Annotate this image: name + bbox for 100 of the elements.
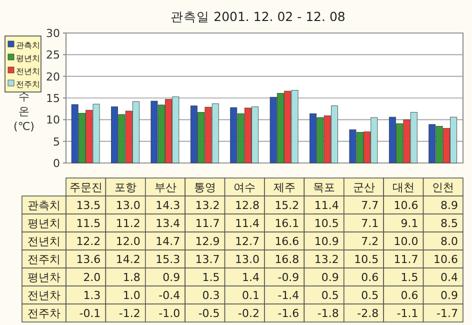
y-tick-label: 전주치 bbox=[28, 253, 60, 266]
data-label: 13.2 bbox=[195, 199, 220, 212]
data-label: 14.7 bbox=[156, 235, 180, 248]
data-label: 11.7 bbox=[394, 253, 418, 266]
data-label: 16.8 bbox=[274, 253, 300, 266]
x-tick-label: 포항 bbox=[114, 181, 137, 194]
data-label: 16.6 bbox=[274, 235, 300, 248]
data-label: 0.6 bbox=[400, 289, 418, 302]
data-label: 1.8 bbox=[122, 271, 140, 284]
data-label: 12.7 bbox=[235, 235, 260, 248]
data-label: 0.5 bbox=[361, 289, 379, 302]
x-tick-label: 군산 bbox=[352, 181, 375, 194]
data-label: -1.6 bbox=[278, 307, 300, 320]
data-label: -0.5 bbox=[198, 307, 220, 320]
data-label: 10.0 bbox=[394, 235, 418, 248]
x-tick-label: 주문진 bbox=[69, 181, 102, 194]
data-label: -2.8 bbox=[357, 307, 379, 320]
x-tick-label: 인천 bbox=[432, 181, 454, 194]
y-tick-label: 0 bbox=[53, 157, 60, 170]
data-label: 1.0 bbox=[122, 289, 140, 302]
data-label: 16.1 bbox=[274, 217, 300, 230]
chart-title: 관측일 2001. 12. 02 - 12. 08 bbox=[170, 9, 346, 24]
data-label: 0.6 bbox=[361, 271, 379, 284]
x-tick-label: 제주 bbox=[273, 181, 296, 194]
data-label: 0.5 bbox=[321, 289, 339, 302]
data-label: 1.3 bbox=[83, 289, 101, 302]
data-label: -0.1 bbox=[79, 307, 101, 320]
data-label: 0.9 bbox=[440, 289, 458, 302]
data-label: 11.2 bbox=[116, 217, 140, 230]
x-tick-label: 목포 bbox=[313, 181, 336, 194]
data-label: -1.2 bbox=[118, 307, 140, 320]
data-label: -0.4 bbox=[158, 289, 180, 302]
y-tick-label: 관측치 bbox=[28, 199, 60, 212]
data-label: -1.1 bbox=[396, 307, 418, 320]
legend-label: 관측치 bbox=[16, 41, 40, 50]
y-tick-label: 10 bbox=[46, 114, 60, 127]
y-tick-label: 25 bbox=[46, 48, 60, 62]
y-tick-label: 평년차 bbox=[28, 271, 60, 284]
data-label: 11.4 bbox=[235, 217, 260, 230]
data-label: 15.2 bbox=[274, 199, 300, 212]
data-label: 13.4 bbox=[156, 217, 180, 230]
data-label: 11.5 bbox=[76, 217, 101, 230]
data-label: 0.4 bbox=[440, 271, 458, 284]
data-label: 0.9 bbox=[162, 271, 180, 284]
data-label: 13.0 bbox=[235, 253, 260, 266]
data-label: 12.0 bbox=[116, 235, 140, 248]
data-label: 15.3 bbox=[156, 253, 180, 266]
data-label: 14.3 bbox=[156, 199, 180, 212]
x-tick-label: 통영 bbox=[194, 181, 216, 194]
data-label: -1.8 bbox=[317, 307, 339, 320]
data-label: 11.7 bbox=[195, 217, 220, 230]
data-label: 13.6 bbox=[76, 253, 101, 266]
x-tick-label: 대천 bbox=[392, 181, 414, 194]
data-label: 8.5 bbox=[440, 217, 458, 230]
data-label: 9.1 bbox=[400, 217, 418, 230]
data-label: 0.3 bbox=[202, 289, 220, 302]
data-label: 13.0 bbox=[116, 199, 140, 212]
data-label: 2.0 bbox=[83, 271, 101, 284]
data-label: 1.5 bbox=[400, 271, 418, 284]
y-tick-label: 30 bbox=[46, 27, 60, 40]
data-label: 8.0 bbox=[440, 235, 458, 248]
legend-label: 전주치 bbox=[16, 80, 40, 89]
x-tick-label: 여수 bbox=[234, 181, 256, 194]
data-label: -0.9 bbox=[278, 271, 300, 284]
data-label: 1.5 bbox=[202, 271, 220, 284]
y-tick-label: 전년치 bbox=[28, 235, 60, 248]
data-label: 10.6 bbox=[394, 199, 418, 212]
legend-label: 전년치 bbox=[16, 67, 40, 76]
data-label: 14.2 bbox=[116, 253, 140, 266]
data-label: 8.9 bbox=[440, 199, 458, 212]
data-label: -0.2 bbox=[238, 307, 260, 320]
data-label: 10.9 bbox=[314, 235, 339, 248]
y-tick-label: 평년치 bbox=[28, 217, 60, 230]
y-tick-label: 20 bbox=[46, 70, 60, 84]
data-label: 12.8 bbox=[235, 199, 260, 212]
data-label: 7.2 bbox=[361, 235, 379, 248]
data-label: 10.6 bbox=[434, 253, 458, 266]
data-label: -1.7 bbox=[436, 307, 458, 320]
data-label: 13.7 bbox=[195, 253, 220, 266]
y-tick-label: 전주차 bbox=[28, 307, 60, 320]
data-label: 12.2 bbox=[76, 235, 101, 248]
data-label: 10.5 bbox=[314, 217, 339, 230]
y-axis-title: 수온(℃) bbox=[14, 90, 34, 133]
data-label: 1.4 bbox=[242, 271, 260, 284]
y-tick-label: 15 bbox=[46, 92, 60, 105]
data-label: 0.1 bbox=[242, 289, 260, 302]
data-label: 7.7 bbox=[361, 199, 379, 212]
legend-label: 평년치 bbox=[16, 54, 40, 63]
data-label: 10.5 bbox=[354, 253, 379, 266]
data-label: 13.2 bbox=[314, 253, 339, 266]
y-tick-label: 5 bbox=[53, 135, 60, 148]
data-label: 11.4 bbox=[314, 199, 339, 212]
data-label: -1.4 bbox=[278, 289, 300, 302]
data-label: -1.0 bbox=[158, 307, 180, 320]
y-tick-label: 전년차 bbox=[28, 289, 60, 302]
data-label: 7.1 bbox=[361, 217, 379, 230]
data-label: 13.5 bbox=[76, 199, 101, 212]
data-label: 0.9 bbox=[321, 271, 339, 284]
x-tick-label: 부산 bbox=[154, 181, 176, 194]
data-label: 12.9 bbox=[195, 235, 220, 248]
